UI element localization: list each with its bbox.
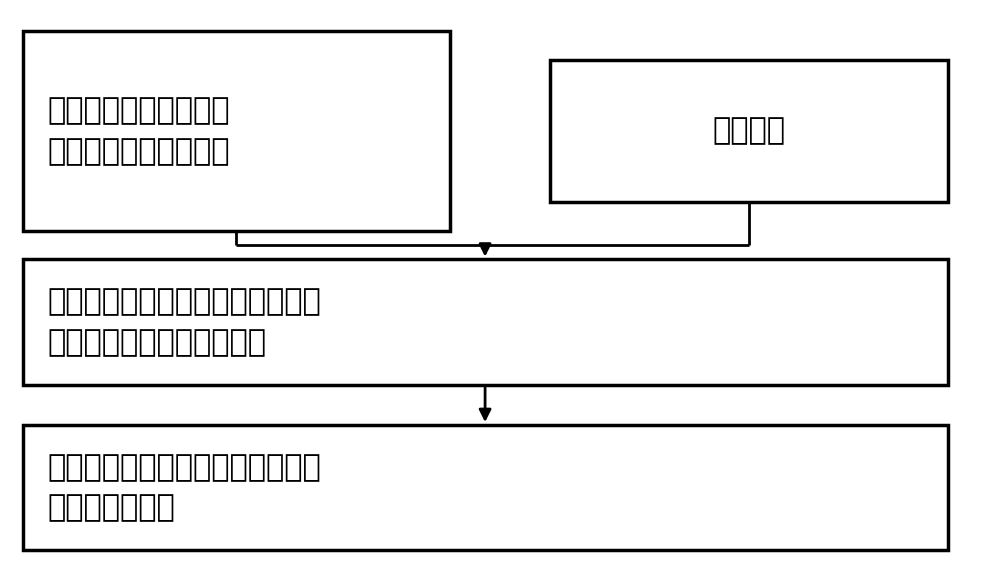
- FancyBboxPatch shape: [23, 31, 450, 231]
- FancyBboxPatch shape: [550, 60, 948, 202]
- Text: 线路层与载体脱离，线路层与绝缘
基材形成电路板: 线路层与载体脱离，线路层与绝缘 基材形成电路板: [48, 453, 321, 522]
- FancyBboxPatch shape: [23, 259, 948, 385]
- Text: 在载体的线路层侧设置绝缘基材，
线路层与绝缘基材固连结合: 在载体的线路层侧设置绝缘基材， 线路层与绝缘基材固连结合: [48, 287, 321, 357]
- Text: 绝缘基材: 绝缘基材: [712, 116, 785, 146]
- FancyBboxPatch shape: [23, 425, 948, 551]
- Text: 在载体上选择性电沉积
形成预设图案的线路层: 在载体上选择性电沉积 形成预设图案的线路层: [48, 96, 230, 166]
